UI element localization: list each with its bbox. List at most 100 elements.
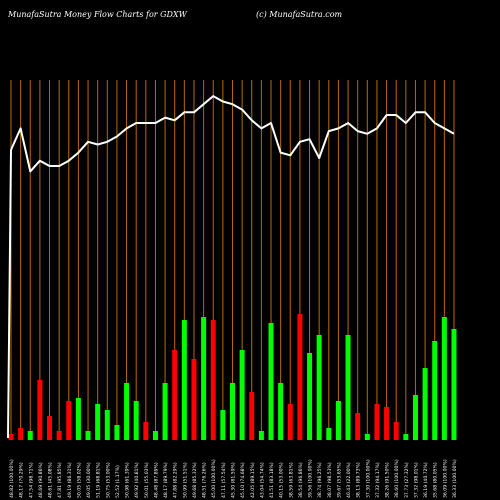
bar xyxy=(239,350,245,440)
bar xyxy=(403,434,409,440)
x-tick-label: 41.51 (83.18%) xyxy=(269,462,275,498)
bar xyxy=(66,401,72,440)
bar xyxy=(18,428,24,440)
x-tick-label: 52.52 (1.17%) xyxy=(115,465,121,498)
bar xyxy=(268,323,274,440)
bar xyxy=(220,410,226,440)
x-tick-label: 45.00 (100.00%) xyxy=(211,459,217,498)
bar xyxy=(287,404,293,440)
money-flow-line xyxy=(7,95,455,439)
bar xyxy=(143,422,149,440)
bar xyxy=(393,422,399,440)
x-tick-label: 47.81 (95.85%) xyxy=(57,462,63,498)
bar xyxy=(191,359,197,440)
bar xyxy=(162,383,168,440)
x-tick-label: 43.04 (54.74%) xyxy=(259,462,265,498)
x-tick-label: 48.48 (87.89%) xyxy=(153,462,159,498)
bar xyxy=(104,410,110,440)
x-tick-label: 38.26 (91.50%) xyxy=(385,462,391,498)
x-tick-label: 45.10 (74.68%) xyxy=(240,462,246,498)
bar xyxy=(278,383,284,440)
x-tick-label: 40.15 (53.00%) xyxy=(279,462,285,498)
x-tick-label: 37.73 (27.32%) xyxy=(404,462,410,498)
x-tick-label: 38.54 (96.86%) xyxy=(298,462,304,498)
x-tick-label: 36.33 (100.00%) xyxy=(452,459,458,498)
x-tick-label: 49.92 (40.81%) xyxy=(134,462,140,498)
bar xyxy=(47,416,53,440)
x-tick-label: 47.54 (98.71%) xyxy=(28,462,34,498)
x-tick-label: 48.69 (90.86%) xyxy=(38,462,44,498)
x-tick-label: 45.30 (81.59%) xyxy=(230,462,236,498)
bar xyxy=(172,350,178,440)
bar xyxy=(249,392,255,440)
x-tick-label: 50.05 (58.02%) xyxy=(76,462,82,498)
bar xyxy=(326,428,332,440)
x-tick-label: 49.68 (85.32%) xyxy=(192,462,198,498)
x-tick-label: 39.67 (53.65%) xyxy=(336,462,342,498)
bar xyxy=(229,383,235,440)
bar xyxy=(345,335,351,440)
bar xyxy=(335,401,341,440)
chart-x-tick-labels: 48.82 (100.00%) 48.17 (70.29%) 47.54 (98.7… xyxy=(9,459,458,498)
bar xyxy=(451,329,457,440)
x-tick-label: 38.60 (100.00%) xyxy=(394,459,400,498)
x-tick-label: 47.11 (57.54%) xyxy=(221,462,227,498)
bar xyxy=(181,320,187,440)
bar xyxy=(133,401,139,440)
x-tick-label: 48.61 (45.08%) xyxy=(48,462,54,498)
x-tick-label: 38.59 (63.81%) xyxy=(288,462,294,498)
bar xyxy=(307,353,313,440)
bar xyxy=(27,431,33,440)
bar xyxy=(364,434,370,440)
bar xyxy=(441,317,447,440)
x-tick-label: 42.05 (89.15%) xyxy=(250,462,256,498)
x-tick-label: 48.51 (76.26%) xyxy=(202,462,208,498)
bar xyxy=(114,425,120,440)
x-tick-label: 49.19 (86.31%) xyxy=(67,462,73,498)
x-tick-label: 47.88 (82.29%) xyxy=(173,462,179,498)
chart-title: MunafaSutra Money Flow Charts for GDXW xyxy=(8,10,187,19)
bar xyxy=(355,413,361,440)
x-tick-label: 50.99 (51.51%) xyxy=(182,462,188,498)
bar xyxy=(297,314,303,440)
bar xyxy=(85,431,91,440)
bar xyxy=(258,431,264,440)
x-tick-label: 36.19 (40.72%) xyxy=(423,462,429,498)
bar xyxy=(412,395,418,440)
x-tick-label: 36.09 (100.00%) xyxy=(442,459,448,498)
bar xyxy=(432,341,438,440)
x-tick-label: 39.56 (100.00%) xyxy=(308,459,314,498)
x-tick-label: 40.43 (22.00%) xyxy=(346,462,352,498)
x-tick-label: 51.19 (68.81%) xyxy=(96,462,102,498)
site-credit: (c) MunafaSutra.com xyxy=(256,10,343,19)
x-tick-label: 48.17 (70.29%) xyxy=(19,462,25,498)
x-tick-label: 50.98 (61.39%) xyxy=(125,462,131,498)
bar xyxy=(316,335,322,440)
bar xyxy=(422,368,428,440)
x-tick-label: 50.75 (53.00%) xyxy=(105,462,111,498)
x-tick-label: 37.32 (98.01%) xyxy=(413,462,419,498)
bar xyxy=(8,434,14,440)
x-tick-label: 49.05 (30.00%) xyxy=(86,462,92,498)
x-tick-label: 35.68 (80.05%) xyxy=(433,462,439,498)
x-tick-label: 38.74 (96.25%) xyxy=(317,462,323,498)
bar xyxy=(201,317,207,440)
x-tick-label: 37.30 (100.00%) xyxy=(365,459,371,498)
bar xyxy=(124,383,130,440)
bar xyxy=(56,431,62,440)
bar xyxy=(374,404,380,440)
x-tick-label: 48.17 (89.79%) xyxy=(163,462,169,498)
x-tick-label: 37.32 (94.17%) xyxy=(375,462,381,498)
bar xyxy=(75,398,81,440)
bar xyxy=(95,404,101,440)
x-tick-label: 38.07 (98.53%) xyxy=(327,462,333,498)
bar xyxy=(384,407,390,440)
bar xyxy=(210,320,216,440)
x-tick-label: 50.01 (55.03%) xyxy=(144,462,150,498)
x-tick-label: 48.82 (100.00%) xyxy=(9,459,15,498)
chart-bars xyxy=(8,314,457,440)
bar xyxy=(152,431,158,440)
bar xyxy=(37,380,43,440)
x-tick-label: 38.13 (89.73%) xyxy=(356,462,362,498)
